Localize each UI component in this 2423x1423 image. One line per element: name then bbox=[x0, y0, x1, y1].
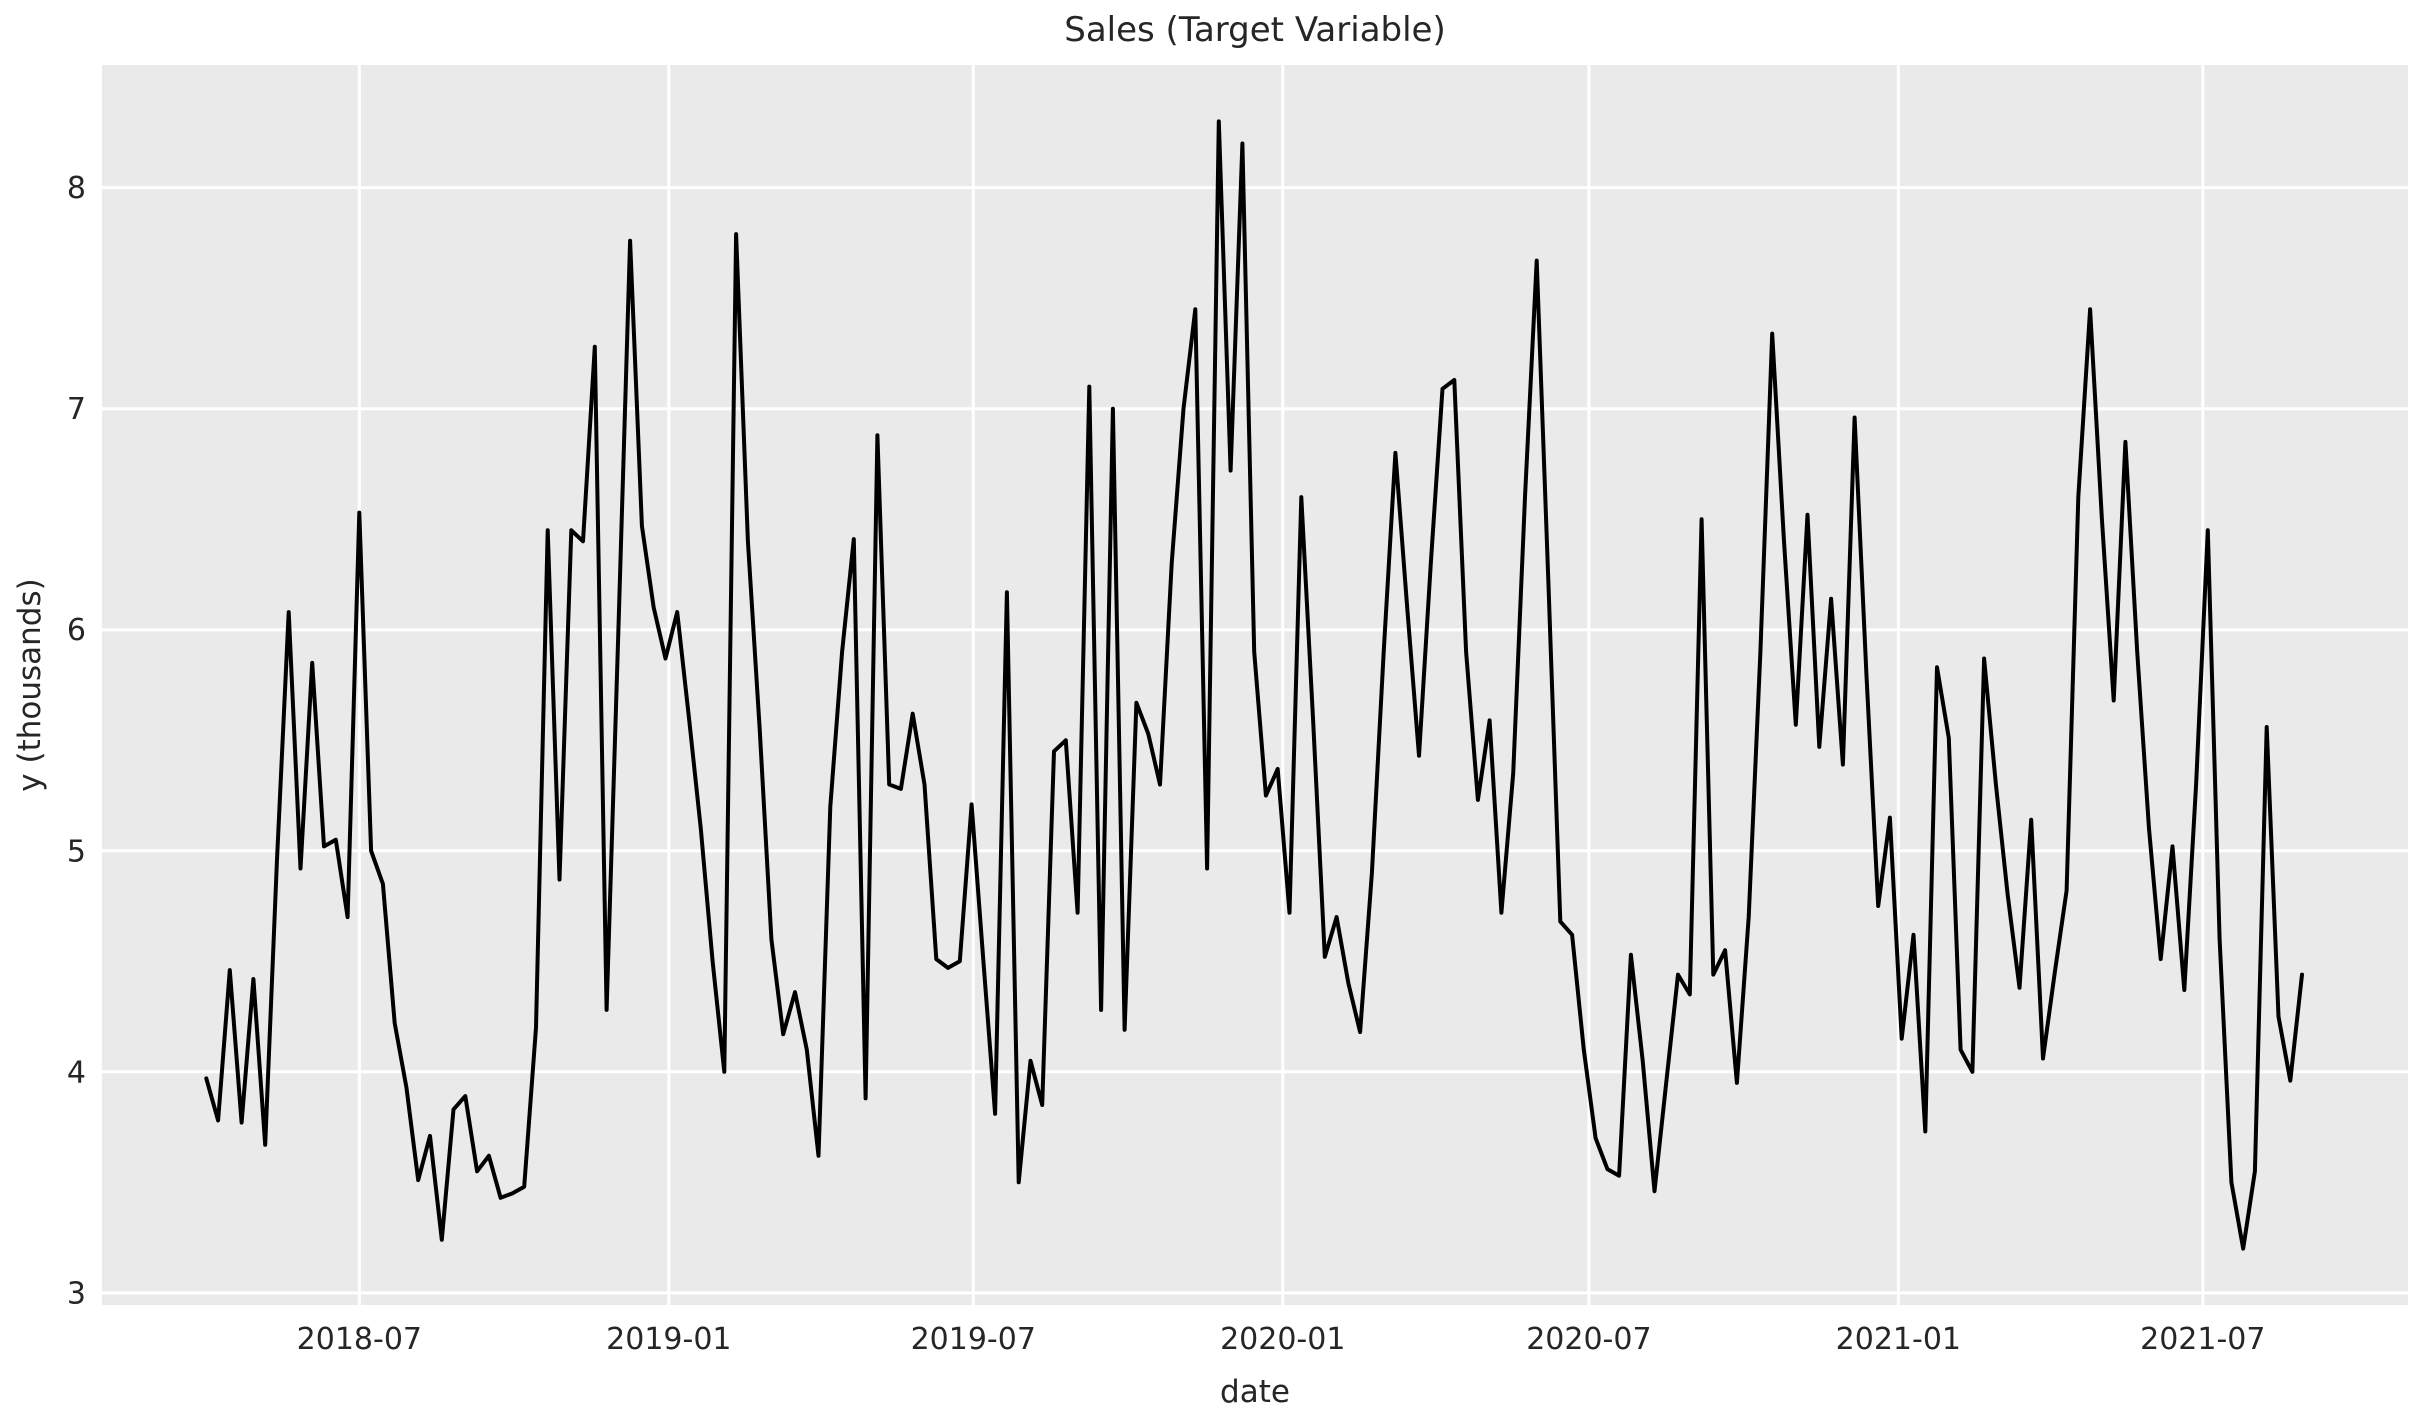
y-tick-label: 3 bbox=[67, 1276, 86, 1311]
sales-series-line bbox=[204, 119, 2304, 1251]
x-tick-label: 2018-07 bbox=[297, 1322, 422, 1357]
x-tick-label: 2019-01 bbox=[606, 1322, 731, 1357]
y-tick-label: 8 bbox=[67, 171, 86, 206]
y-tick-label: 7 bbox=[67, 392, 86, 427]
x-tick-label: 2021-07 bbox=[2140, 1322, 2265, 1357]
chart-title: Sales (Target Variable) bbox=[1064, 10, 1446, 50]
y-tick-label: 4 bbox=[67, 1055, 86, 1090]
x-tick-label: 2019-07 bbox=[911, 1322, 1036, 1357]
x-axis-label: date bbox=[1220, 1374, 1290, 1410]
y-tick-label: 5 bbox=[67, 834, 86, 869]
x-tick-label: 2021-01 bbox=[1836, 1322, 1961, 1357]
x-tick-label: 2020-07 bbox=[1526, 1322, 1651, 1357]
y-axis-label: y (thousands) bbox=[12, 578, 48, 792]
y-tick-label: 6 bbox=[67, 613, 86, 648]
x-tick-label: 2020-01 bbox=[1220, 1322, 1345, 1357]
